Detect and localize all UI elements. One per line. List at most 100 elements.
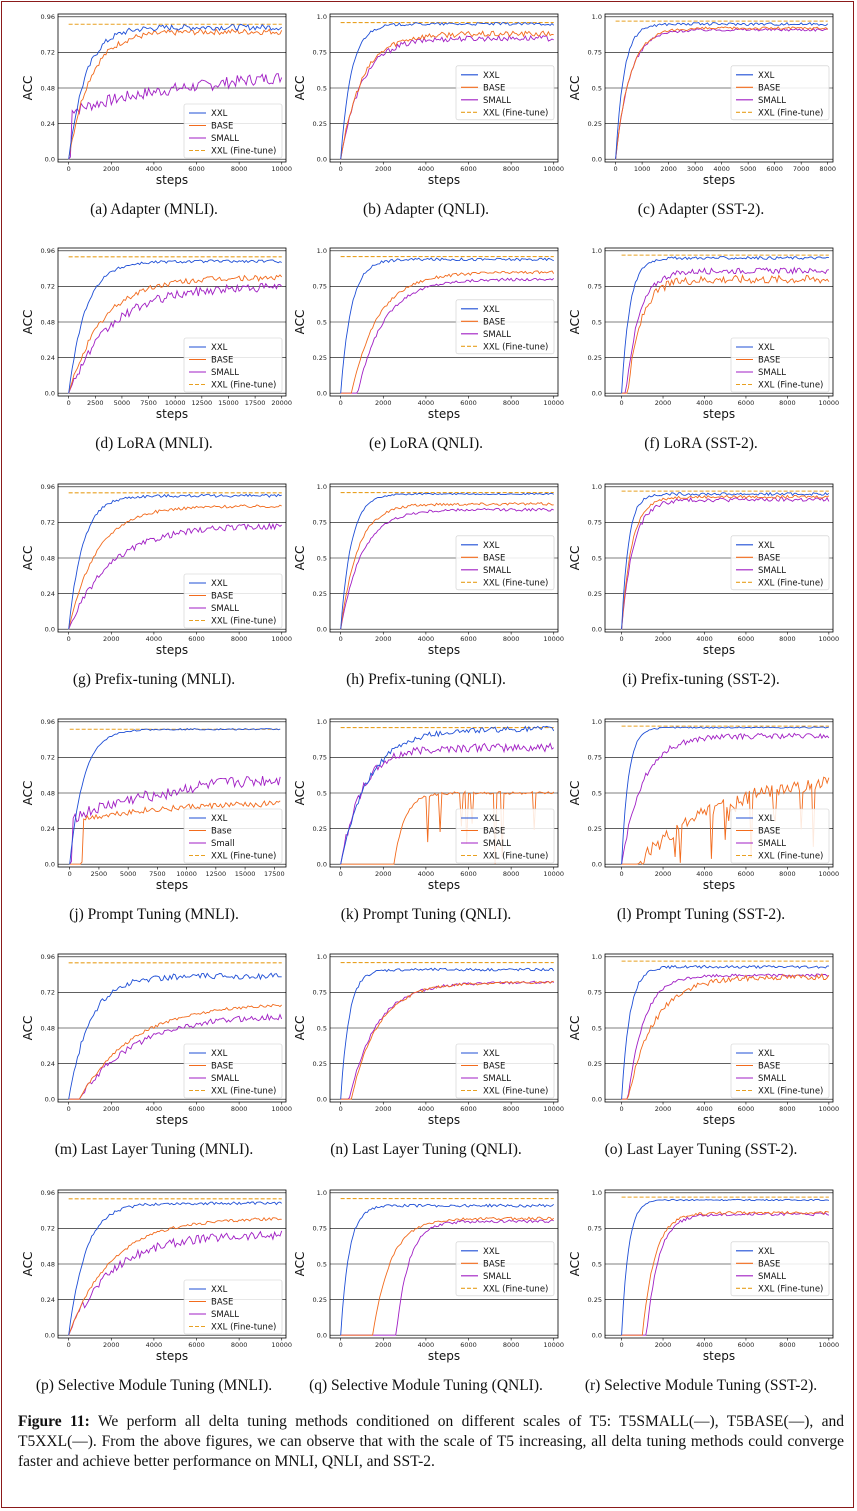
y-tick-label: 0.75 xyxy=(588,49,602,57)
y-tick-label: 1.0 xyxy=(592,718,602,726)
series-xxl xyxy=(68,972,282,1100)
x-tick-label: 6000 xyxy=(188,165,205,173)
axes-frame xyxy=(604,483,834,633)
legend-box xyxy=(730,1241,830,1297)
x-tick-label: 10000 xyxy=(819,1105,840,1113)
legend-entry: XXL (Fine-tune) xyxy=(758,108,823,118)
x-tick-label: 20000 xyxy=(271,399,292,407)
y-axis-label: ACC xyxy=(21,1252,35,1277)
legend-box xyxy=(183,103,283,159)
y-tick-label: 1.0 xyxy=(317,953,327,961)
series-base xyxy=(68,1003,283,1100)
series-xxl xyxy=(340,21,555,160)
axes-frame xyxy=(57,483,287,633)
series-xxl xyxy=(621,726,829,865)
x-tick-label: 10000 xyxy=(543,165,564,173)
chart-panel-o: 0.0 0.25 0.5 0.75 1.0 0 2000 4000 6000 8000 10000 X… xyxy=(565,948,840,1128)
y-tick-label: 1.0 xyxy=(592,1189,602,1197)
series-small xyxy=(68,1230,283,1336)
x-tick-label: 1000 xyxy=(634,165,651,173)
legend-entry: BASE xyxy=(483,83,505,93)
x-tick-label: 5000 xyxy=(120,870,137,878)
x-tick-label: 6000 xyxy=(766,165,783,173)
y-axis-label: ACC xyxy=(568,781,582,806)
y-axis-label: ACC xyxy=(21,310,35,335)
y-tick-label: 0.75 xyxy=(588,1225,602,1233)
y-axis-label: ACC xyxy=(21,781,35,806)
series-base xyxy=(621,273,830,394)
y-tick-label: 0.5 xyxy=(317,789,327,797)
chart-l: 0.0 0.25 0.5 0.75 1.0 0 2000 4000 6000 8000 10000 X… xyxy=(568,718,839,892)
x-tick-label: 4000 xyxy=(696,870,713,878)
legend-box xyxy=(183,337,283,393)
legend-entry: XXL xyxy=(483,1247,500,1257)
y-tick-label: 0.0 xyxy=(45,155,55,163)
x-tick-label: 4000 xyxy=(418,1105,435,1113)
x-tick-label: 8000 xyxy=(231,165,248,173)
y-tick-label: 0.0 xyxy=(317,155,327,163)
x-tick-label: 7500 xyxy=(149,870,166,878)
x-axis-label: steps xyxy=(428,1349,460,1363)
x-tick-label: 2000 xyxy=(655,870,672,878)
y-tick-label: 0.0 xyxy=(45,1095,55,1103)
x-tick-label: 0 xyxy=(339,1341,343,1349)
chart-g: 0.0 0.24 0.48 0.72 0.96 0 2000 4000 6000 8000 1000… xyxy=(21,483,292,657)
y-axis-label: ACC xyxy=(293,76,307,101)
y-tick-label: 1.0 xyxy=(592,953,602,961)
legend-box xyxy=(455,535,555,591)
chart-j: 0.0 0.24 0.48 0.72 0.96 0 2500 5000 7500 10000 125… xyxy=(21,718,287,892)
x-tick-label: 4000 xyxy=(146,1341,163,1349)
series-xxl xyxy=(621,491,830,630)
series-base xyxy=(340,270,555,394)
y-axis-label: ACC xyxy=(568,76,582,101)
series-small xyxy=(340,34,554,160)
y-tick-label: 0.25 xyxy=(588,120,602,128)
x-tick-label: 10000 xyxy=(543,870,564,878)
x-tick-label: 10000 xyxy=(165,399,186,407)
legend-entry: XXL (Fine-tune) xyxy=(211,617,276,627)
series-xxl xyxy=(68,1201,282,1336)
legend-entry: XXL (Fine-tune) xyxy=(758,578,823,588)
x-tick-label: 12500 xyxy=(206,870,227,878)
x-tick-label: 4000 xyxy=(418,635,435,643)
subfigure-caption-o: (o) Last Layer Tuning (SST-2). xyxy=(604,1141,798,1158)
x-tick-label: 2000 xyxy=(375,165,392,173)
series-xxl xyxy=(68,259,282,394)
legend-box xyxy=(730,65,830,121)
y-tick-label: 1.0 xyxy=(592,13,602,21)
x-tick-label: 2000 xyxy=(655,1341,672,1349)
y-tick-label: 0.24 xyxy=(41,1296,55,1304)
series-xxl xyxy=(621,256,829,394)
series-small xyxy=(340,980,554,1100)
x-tick-label: 10000 xyxy=(543,1341,564,1349)
legend-entry: XXL xyxy=(758,1247,775,1257)
x-tick-label: 6000 xyxy=(460,165,477,173)
x-tick-label: 8000 xyxy=(231,635,248,643)
x-tick-label: 5000 xyxy=(740,165,757,173)
y-tick-label: 1.0 xyxy=(317,13,327,21)
chart-b: 0.0 0.25 0.5 0.75 1.0 0 2000 4000 6000 8000 10000 X… xyxy=(293,13,564,187)
series-small xyxy=(68,522,282,630)
chart-f: 0.0 0.25 0.5 0.75 1.0 0 2000 4000 6000 8000 10000 X… xyxy=(568,247,839,421)
subfigure-caption-k: (k) Prompt Tuning (QNLI). xyxy=(340,906,512,923)
series-base xyxy=(68,28,283,160)
chart-r: 0.0 0.25 0.5 0.75 1.0 0 2000 4000 6000 8000 10000 X… xyxy=(568,1189,839,1363)
y-tick-label: 0.75 xyxy=(313,283,327,291)
series-base xyxy=(621,1210,830,1336)
chart-panel-g: 0.0 0.24 0.48 0.72 0.96 0 2000 4000 6000 8000 1000… xyxy=(18,478,292,658)
series-small xyxy=(68,1013,283,1100)
x-tick-label: 15000 xyxy=(218,399,239,407)
y-tick-label: 0.25 xyxy=(313,1296,327,1304)
x-tick-label: 8000 xyxy=(503,870,520,878)
x-tick-label: 6000 xyxy=(460,1105,477,1113)
y-tick-label: 1.0 xyxy=(317,718,327,726)
legend-box xyxy=(183,1043,283,1099)
x-tick-label: 4000 xyxy=(696,399,713,407)
subfigure-caption-h: (h) Prefix-tuning (QNLI). xyxy=(346,671,506,688)
y-tick-label: 0.25 xyxy=(588,354,602,362)
series-small xyxy=(69,775,281,865)
x-tick-label: 0 xyxy=(339,165,343,173)
legend-entry: SMALL xyxy=(211,134,239,144)
x-tick-label: 12500 xyxy=(191,399,212,407)
y-tick-label: 0.24 xyxy=(41,590,55,598)
